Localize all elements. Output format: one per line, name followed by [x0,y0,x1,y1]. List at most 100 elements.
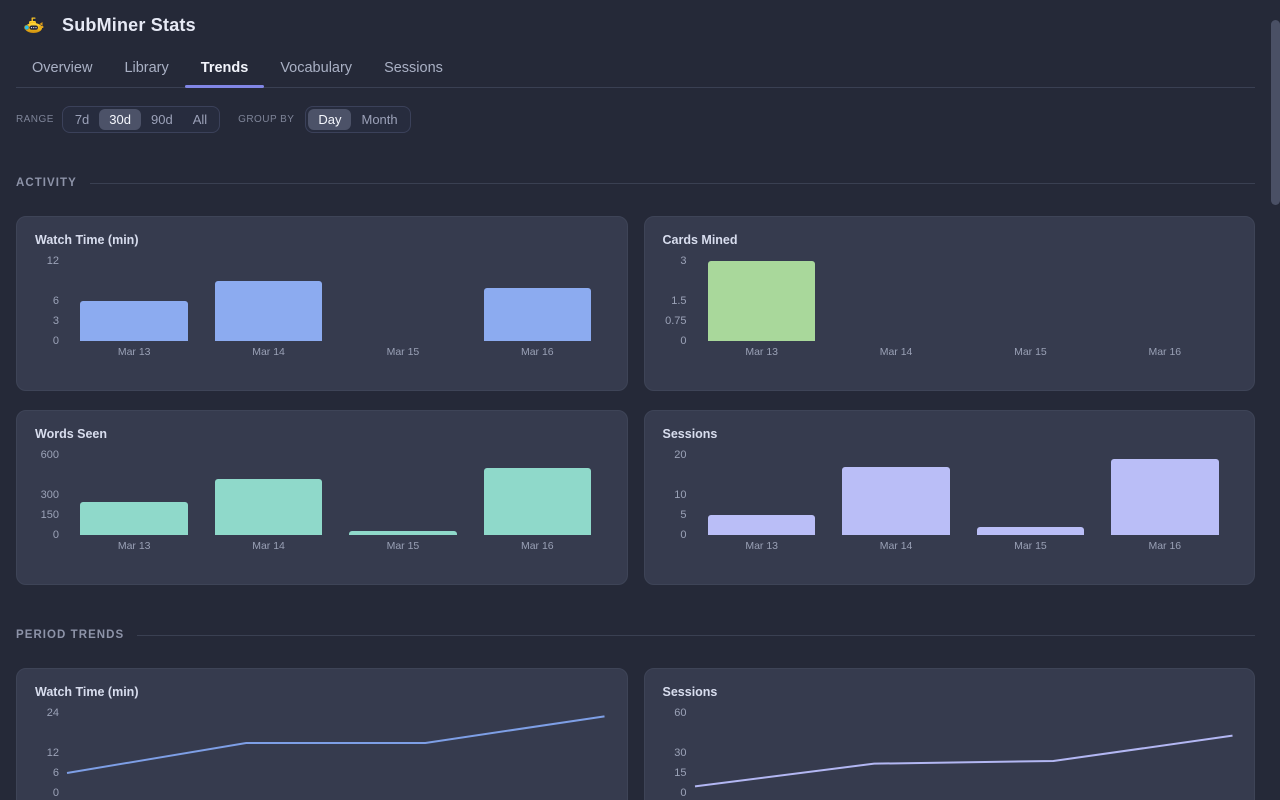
trend-line [67,716,605,773]
option-7d[interactable]: 7d [74,112,90,127]
y-tick-label: 6 [52,295,59,307]
chart-card: Cards Mined 0 0.75 1.5 3 Mar 13 Mar 14 Mar 15 Ma… [643,216,1255,391]
x-tick-label: Mar 13 [745,346,779,358]
y-tick-label: 20 [674,449,687,461]
section-divider [137,634,1255,636]
app-header: SubMiner Stats [16,14,1255,35]
range-label: RANGE [16,114,54,125]
x-tick-label: Mar 14 [879,346,913,358]
plot-area [695,713,1233,793]
bar-mar-16 [483,287,592,341]
option-day[interactable]: Day [308,109,352,130]
chart-title: Watch Time (min) [35,233,139,247]
tab-trends[interactable]: Trends [184,50,265,88]
option-90d[interactable]: 90d [150,112,173,127]
y-tick-label: 3 [680,255,687,267]
tab-library[interactable]: Library [124,60,169,76]
chart-card: Sessions 0 5 10 20 Mar 13 Mar 14 Mar 15 Mar 16 [643,410,1255,585]
section-header: PERIOD TRENDS [16,629,1255,641]
x-tick-label: Mar 13 [695,798,829,800]
y-tick-label: 3 [52,315,59,327]
x-tick-label: Mar 15 [386,540,420,552]
y-tick-label: 12 [46,747,59,759]
x-tick-label: Mar 16 [520,540,554,552]
y-tick-label: 6 [52,767,59,779]
option-month[interactable]: Month [361,112,398,127]
section-title: PERIOD TRENDS [16,629,125,641]
y-tick-label: 0 [680,787,687,799]
y-tick-label: 10 [674,489,687,501]
x-tick-label: Mar 13 [117,540,151,552]
option-30d[interactable]: 30d [99,109,141,130]
y-tick-label: 1.5 [671,295,687,307]
y-axis: 0 15 30 60 [663,707,686,799]
x-tick-label: Mar 16 [1148,540,1182,552]
x-tick-label: Mar 16 [1148,346,1182,358]
x-tick-label: Mar 15 [336,798,470,800]
x-tick-label: Mar 14 [829,798,963,800]
tab-overview[interactable]: Overview [32,60,93,76]
tab-bar: Overview Library Trends Vocabulary Sessions [16,50,1255,88]
y-tick-label: 0 [52,529,59,541]
section-title: ACTIVITY [16,177,77,189]
x-axis: Mar 13 Mar 14 Mar 15 Mar 16 [67,540,605,552]
chart-title: Cards Mined [662,233,738,247]
chart-title: Sessions [662,685,718,699]
y-tick-label: 0 [52,787,59,799]
option-all[interactable]: All [192,112,208,127]
chart-card: Words Seen 0 150 300 600 Mar 13 Mar 14 Mar 15 Ma… [16,410,628,585]
bar-mar-13 [707,261,816,341]
bar-chart: 0 0.75 1.5 3 Mar 13 Mar 14 Mar 15 Mar 16 [663,255,1237,358]
x-tick-label: Mar 14 [879,540,913,552]
x-tick-label: Mar 13 [67,798,201,800]
plot-area [67,261,605,341]
x-tick-label: Mar 15 [386,346,420,358]
bar-mar-16 [483,468,592,535]
x-tick-label: Mar 16 [470,798,604,800]
range-segmented-control: 7d 30d 90d All [61,106,221,133]
plot-area [67,713,605,793]
bar-mar-15 [349,530,457,535]
trend-line [695,736,1233,787]
group-by-segmented-control: Day Month [305,106,411,133]
tab-vocabulary[interactable]: Vocabulary [280,60,353,76]
page-title: SubMiner Stats [62,14,196,35]
y-axis: 0 150 300 600 [35,449,59,541]
section-header: ACTIVITY [16,177,1255,189]
plot-area [695,261,1233,341]
bar-mar-14 [214,479,323,535]
section-divider [89,182,1255,184]
group-by-label: GROUP BY [238,114,295,125]
x-tick-label: Mar 13 [745,540,779,552]
chart-card: Watch Time (min) 0 3 6 12 Mar 13 Mar 14 Mar 15 M… [16,216,628,391]
x-tick-label: Mar 13 [117,346,151,358]
y-tick-label: 12 [46,255,59,267]
x-tick-label: Mar 14 [252,346,285,358]
chart-title: Watch Time (min) [35,685,139,699]
scrollbar-thumb[interactable] [1271,20,1280,205]
chart-title: Sessions [662,427,718,441]
plot-area [695,455,1233,535]
chart-grid: Watch Time (min) 0 3 6 12 Mar 13 Mar 14 Mar 15 M… [16,216,1255,585]
plot-area [67,455,605,535]
tab-sessions[interactable]: Sessions [384,60,443,76]
bar-mar-13 [707,515,816,535]
x-tick-label: Mar 14 [252,540,285,552]
y-axis: 0 0.75 1.5 3 [663,255,687,347]
y-axis: 0 3 6 12 [35,255,59,347]
y-tick-label: 0.75 [665,315,687,327]
bar-chart: 0 5 10 20 Mar 13 Mar 14 Mar 15 Mar 16 [663,449,1237,552]
y-tick-label: 150 [40,509,59,521]
y-tick-label: 0 [52,335,59,347]
bar-chart: 0 150 300 600 Mar 13 Mar 14 Mar 15 Mar 16 [35,449,609,552]
bar-mar-13 [80,301,188,341]
y-axis: 0 5 10 20 [663,449,687,541]
